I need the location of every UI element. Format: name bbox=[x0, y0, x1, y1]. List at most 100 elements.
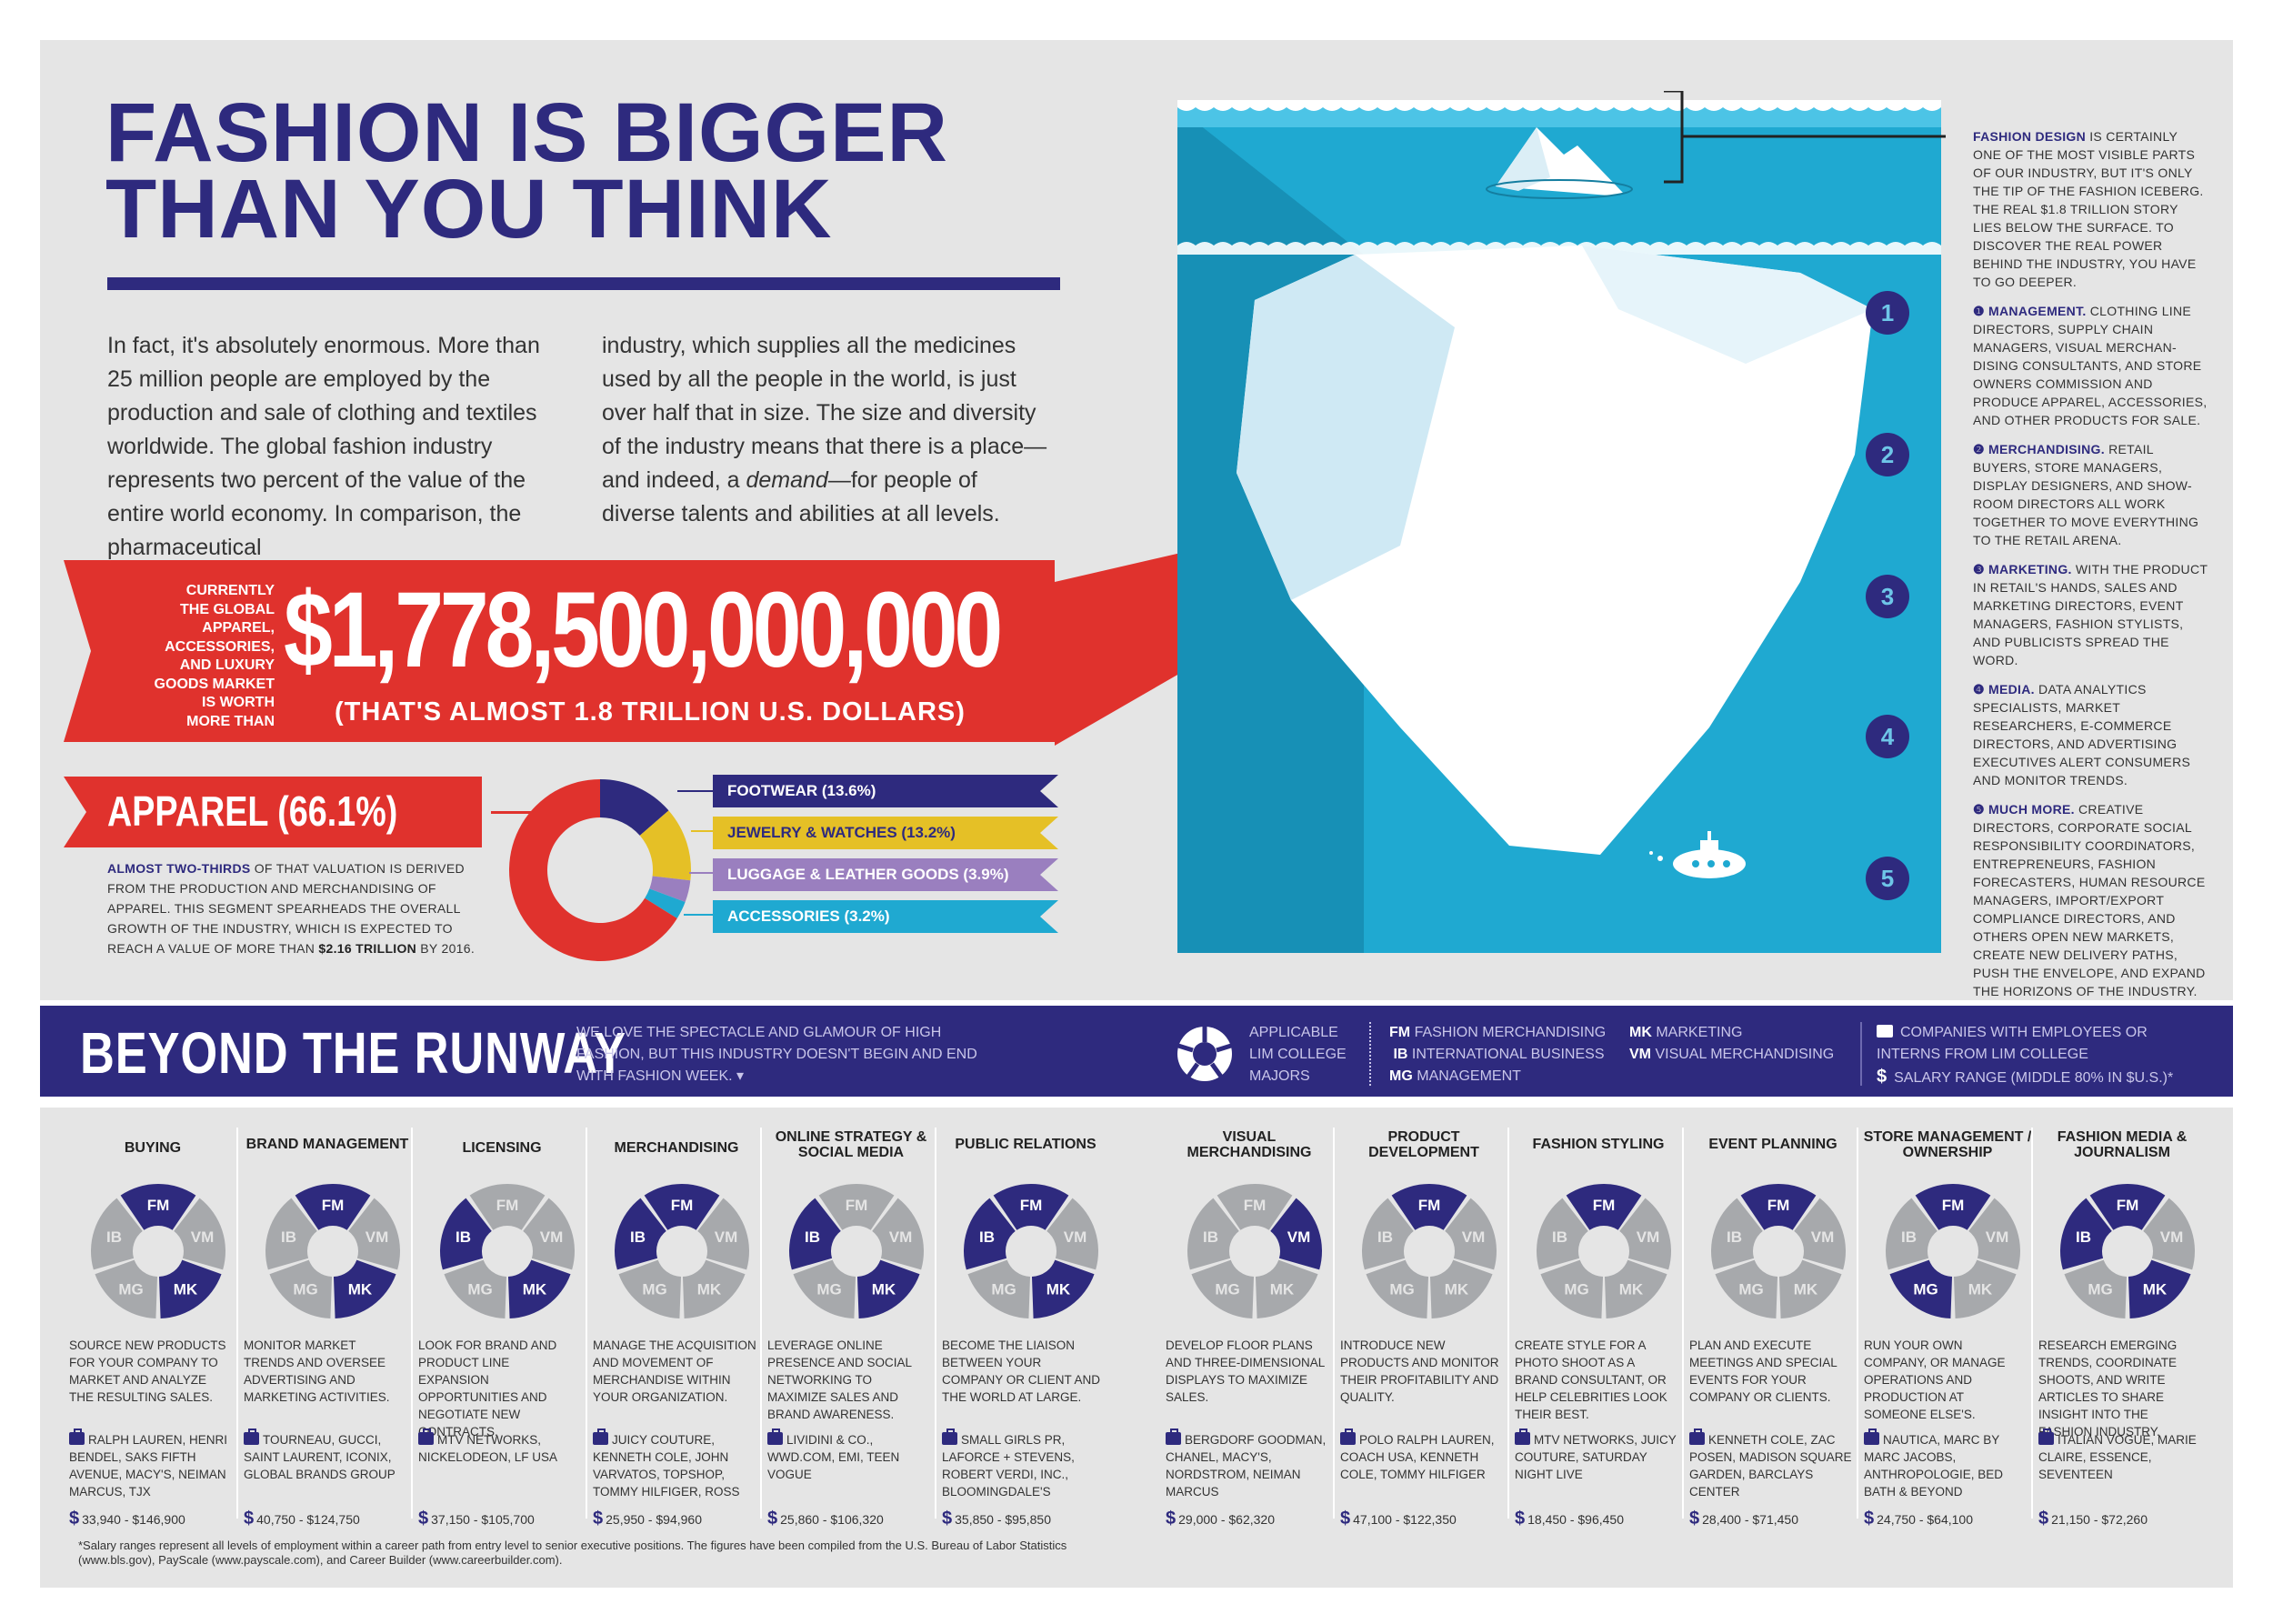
major-code-label: VM bbox=[1287, 1228, 1311, 1246]
bag-icon bbox=[244, 1429, 259, 1445]
major-code-label: MG bbox=[467, 1280, 492, 1298]
major-code-label: MK bbox=[174, 1280, 198, 1298]
dollar-icon: $ bbox=[2038, 1509, 2049, 1529]
major-code-label: MG bbox=[293, 1280, 317, 1298]
major-segment-fm bbox=[1391, 1184, 1467, 1230]
major-segment-ib bbox=[1187, 1198, 1239, 1270]
major-segment-fm bbox=[295, 1184, 371, 1230]
bag-icon bbox=[942, 1429, 957, 1445]
bag-icon bbox=[69, 1429, 85, 1445]
major-code-label: VM bbox=[1986, 1228, 2009, 1246]
career-title: PUBLIC RELATIONS bbox=[955, 1137, 1096, 1152]
level-text-3: ❸ MARKETING. WITH THE PRODUCT IN RETAIL'… bbox=[1973, 562, 2208, 667]
career-salary: $18,450 - $96,450 bbox=[1515, 1509, 1624, 1529]
level-text-1: ❶ MANAGEMENT. CLOTHING LINE DIRECTORS, S… bbox=[1973, 304, 2208, 427]
career-card: VISUAL MERCHANDISING FM VM MK MG IB DEVELOP FL… bbox=[1162, 1118, 1337, 1546]
major-segment-mk bbox=[158, 1259, 222, 1318]
career-description: DEVELOP FLOOR PLANS AND THREE-DIMENSIONA… bbox=[1166, 1338, 1325, 1404]
market-lead-text: CURRENTLY THE GLOBAL APPAREL, ACCESSORIES, A… bbox=[154, 583, 275, 729]
career-salary: $35,850 - $95,850 bbox=[942, 1509, 1051, 1529]
career-divider bbox=[1682, 1128, 1684, 1519]
dollar-icon: $ bbox=[69, 1509, 80, 1529]
title-underline bbox=[107, 277, 1060, 290]
level-text-4: ❹ MEDIA. DATA ANALYTICS SPECIALISTS, MAR… bbox=[1973, 682, 2191, 787]
bag-icon bbox=[593, 1429, 608, 1445]
bag-icon bbox=[1166, 1429, 1181, 1445]
career-description: PLAN AND EXECUTE MEETINGS AND SPECIAL EV… bbox=[1689, 1338, 1837, 1404]
bottom-panel bbox=[40, 1108, 2233, 1588]
major-segment-vm bbox=[1794, 1198, 1846, 1270]
major-code-label: MK bbox=[1794, 1280, 1818, 1298]
career-description: SOURCE NEW PRODUCTS FOR YOUR COMPANY TO … bbox=[69, 1338, 226, 1404]
major-code-label: FM bbox=[1244, 1197, 1267, 1214]
major-code-label: MG bbox=[1564, 1280, 1588, 1298]
runway-title: BEYOND THE RUNWAY bbox=[80, 1020, 627, 1086]
career-salary: $28,400 - $71,450 bbox=[1689, 1509, 1798, 1529]
major-code-label: MK bbox=[348, 1280, 373, 1298]
major-code-label: MK bbox=[1445, 1280, 1469, 1298]
dollar-icon: $ bbox=[1864, 1509, 1875, 1529]
major-segment-fm bbox=[1217, 1184, 1293, 1230]
segment-legend-shapes bbox=[713, 775, 1058, 933]
major-code-label: VM bbox=[365, 1228, 389, 1246]
dollar-icon: $ bbox=[1877, 1067, 1887, 1087]
level-number-1: 1 bbox=[1866, 291, 1909, 335]
major-segment-fm bbox=[120, 1184, 196, 1230]
major-segment-fm bbox=[1915, 1184, 1991, 1230]
major-segment-mk bbox=[682, 1259, 746, 1318]
major-segment-vm bbox=[1968, 1198, 2020, 1270]
legend-divider bbox=[1860, 1022, 1862, 1086]
major-segment-vm bbox=[174, 1198, 226, 1270]
career-title: ONLINE STRATEGY & SOCIAL MEDIA bbox=[775, 1129, 927, 1160]
level-number-3: 3 bbox=[1866, 575, 1909, 618]
career-description: MANAGE THE ACQUISITION AND MOVEMENT OF M… bbox=[593, 1338, 756, 1404]
majors-wheel: FM VM MK MG IB bbox=[964, 1184, 1098, 1318]
major-segment-vm bbox=[1619, 1198, 1671, 1270]
major-code-label: FM bbox=[671, 1197, 694, 1214]
major-code-label: VM bbox=[1462, 1228, 1486, 1246]
donut-slice-segment-1 bbox=[639, 810, 691, 881]
major-segment-mk bbox=[1255, 1259, 1318, 1318]
legend-connectors bbox=[677, 790, 715, 916]
career-salary: $25,860 - $106,320 bbox=[767, 1509, 884, 1529]
career-description: RESEARCH EMERGING TRENDS, COORDINATE SHO… bbox=[2038, 1338, 2178, 1439]
career-description: RUN YOUR OWN COMPANY, OR MANAGE OPERATIO… bbox=[1864, 1338, 2006, 1421]
career-card: LICENSING FM VM MK MG IB LOOK FOR BRAND AND PR… bbox=[415, 1118, 589, 1546]
career-divider bbox=[760, 1128, 762, 1519]
major-code-label: IB bbox=[281, 1228, 296, 1246]
major-code-label: MG bbox=[1738, 1280, 1763, 1298]
majors-wheel: FM VM MK MG IB bbox=[1537, 1184, 1671, 1318]
major-segment-mk bbox=[1604, 1259, 1667, 1318]
career-companies: KENNETH COLE, ZAC POSEN, MADISON SQUARE … bbox=[1689, 1429, 1852, 1499]
majors-wheel: FM VM MK MG IB bbox=[1362, 1184, 1497, 1318]
major-code-label: IB bbox=[630, 1228, 646, 1246]
major-segment-vm bbox=[2143, 1198, 2195, 1270]
major-code-label: VM bbox=[191, 1228, 215, 1246]
major-segment-fm bbox=[1566, 1184, 1642, 1230]
career-title: STORE MANAGEMENT / OWNERSHIP bbox=[1863, 1129, 2032, 1160]
career-card: FASHION MEDIA & JOURNALISM FM VM MK MG IB RESE… bbox=[2035, 1118, 2209, 1546]
career-divider bbox=[1507, 1128, 1509, 1519]
major-code-label: MG bbox=[1913, 1280, 1938, 1298]
major-code-label: MG bbox=[642, 1280, 666, 1298]
career-card: PRODUCT DEVELOPMENT FM VM MK MG IB INTRODUCE N… bbox=[1337, 1118, 1511, 1546]
page-title-line-1: FASHION IS BIGGER bbox=[105, 86, 948, 179]
career-divider bbox=[586, 1128, 587, 1519]
major-code-label: VM bbox=[889, 1228, 913, 1246]
career-companies: RALPH LAUREN, HENRI BENDEL, SAKS FIFTH A… bbox=[69, 1429, 228, 1499]
runway-band bbox=[40, 1006, 2233, 1097]
career-card: EVENT PLANNING FM VM MK MG IB PLAN AND EXECUTE… bbox=[1686, 1118, 1860, 1546]
major-segment-fm bbox=[1740, 1184, 1817, 1230]
dollar-icon: $ bbox=[593, 1509, 604, 1529]
career-salary: $24,750 - $64,100 bbox=[1864, 1509, 1973, 1529]
career-divider bbox=[411, 1128, 413, 1519]
major-segment-fm bbox=[469, 1184, 546, 1230]
major-segment-fm bbox=[644, 1184, 720, 1230]
career-description: LEVERAGE ONLINE PRESENCE AND SOCIAL NETW… bbox=[767, 1338, 912, 1421]
career-companies: MTV NETWORKS, JUICY COUTURE, SATURDAY NI… bbox=[1515, 1429, 1677, 1481]
majors-divider bbox=[1369, 1022, 1371, 1086]
career-salary: $29,000 - $62,320 bbox=[1166, 1509, 1275, 1529]
donut-slice-segment-0 bbox=[600, 779, 669, 836]
major-code-label: IB bbox=[979, 1228, 995, 1246]
legend-footwear: FOOTWEAR (13.6%) bbox=[727, 782, 876, 799]
